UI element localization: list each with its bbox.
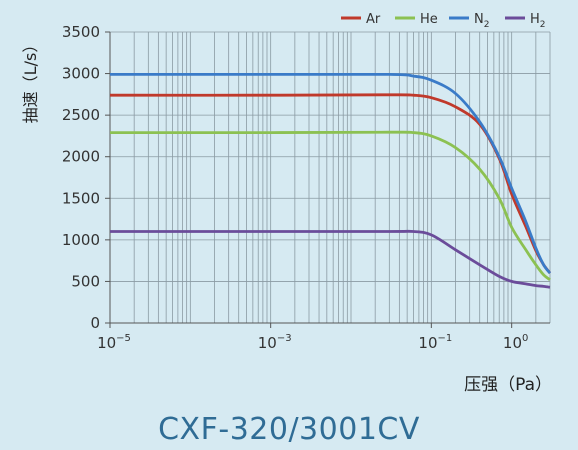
x-tick-label: 100 — [503, 333, 528, 352]
x-tick-label: 10−3 — [258, 333, 292, 352]
grid — [109, 31, 551, 324]
y-tick-label: 1500 — [62, 189, 100, 207]
legend-label-ar: Ar — [366, 12, 381, 27]
y-tick-label: 0 — [90, 314, 100, 332]
series-line-n2 — [110, 72, 552, 274]
x-tick-label: 10−1 — [418, 333, 452, 352]
x-axis: 10−5 10−3 10−1 100 — [97, 323, 528, 352]
legend-label-h2: H2 — [530, 12, 546, 30]
model-name: CXF-320/3001CV — [158, 412, 420, 447]
plot-area — [110, 32, 550, 323]
y-tick-label: 2000 — [62, 148, 100, 166]
y-axis-label: 抽速（L/s） — [21, 37, 40, 124]
y-tick-label: 3000 — [62, 65, 100, 83]
y-tick-label: 3500 — [62, 23, 100, 41]
y-tick-label: 2500 — [62, 106, 100, 124]
series-lines — [109, 72, 552, 289]
legend: Ar He N2 H2 — [341, 12, 546, 30]
series-line-h2 — [110, 229, 551, 289]
y-tick-label: 500 — [71, 272, 100, 290]
x-tick-label: 10−5 — [97, 333, 131, 352]
y-axis: 0 500 1000 1500 2000 2500 3000 3500 — [62, 23, 110, 332]
legend-label-he: He — [420, 12, 438, 27]
x-axis-label: 压强（Pa） — [464, 375, 552, 395]
y-tick-label: 1000 — [62, 231, 100, 249]
legend-label-n2: N2 — [474, 12, 489, 30]
series-line-he — [109, 130, 551, 281]
